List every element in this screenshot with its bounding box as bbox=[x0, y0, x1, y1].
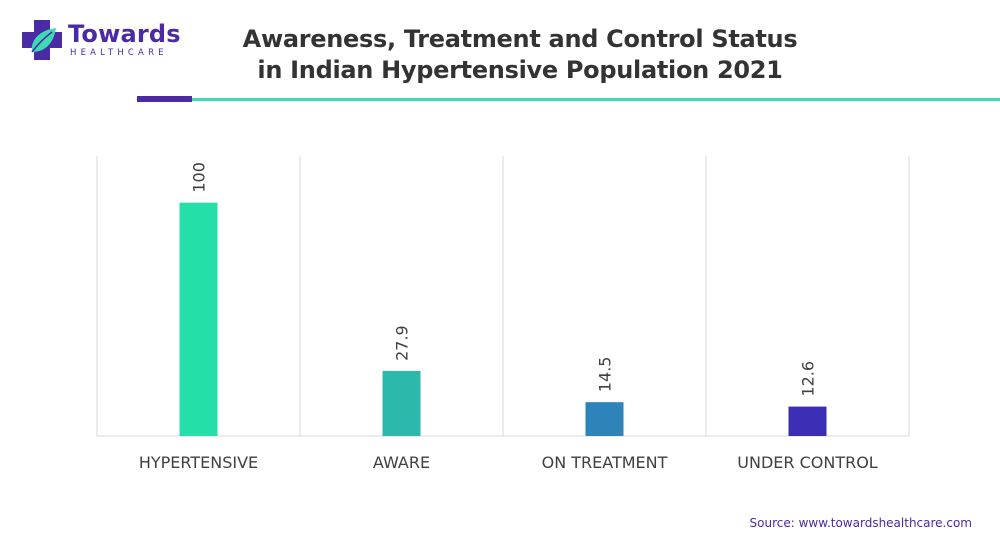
medical-cross-leaf-icon bbox=[22, 20, 62, 60]
value-label-aware: 27.9 bbox=[393, 325, 412, 361]
bar-hypertensive bbox=[179, 202, 218, 436]
bar-under-control bbox=[788, 406, 827, 436]
value-label-on-treatment: 14.5 bbox=[596, 357, 615, 393]
title-accent-teal bbox=[192, 98, 1000, 101]
category-label-aware: AWARE bbox=[373, 453, 430, 472]
towards-healthcare-logo bbox=[20, 18, 180, 68]
title-accent-purple bbox=[137, 96, 192, 102]
brand-tagline: HEALTHCARE bbox=[70, 48, 168, 58]
category-label-on-treatment: ON TREATMENT bbox=[542, 453, 668, 472]
value-label-under-control: 12.6 bbox=[799, 361, 818, 397]
bar-on-treatment bbox=[585, 402, 624, 436]
bar-aware bbox=[382, 370, 421, 436]
category-label-under-control: UNDER CONTROL bbox=[737, 453, 878, 472]
chart-grid bbox=[96, 156, 910, 437]
category-label-hypertensive: HYPERTENSIVE bbox=[139, 453, 258, 472]
chart-title: Awareness, Treatment and Control Status … bbox=[242, 25, 798, 84]
brand-name: Towards bbox=[68, 20, 181, 48]
source-citation: Source: www.towardshealthcare.com bbox=[749, 516, 972, 530]
chart-bars bbox=[179, 202, 827, 436]
chart-labels: 100 HYPERTENSIVE 27.9 AWARE 14.5 ON TREATMENT… bbox=[139, 162, 878, 472]
value-label-hypertensive: 100 bbox=[190, 162, 209, 193]
